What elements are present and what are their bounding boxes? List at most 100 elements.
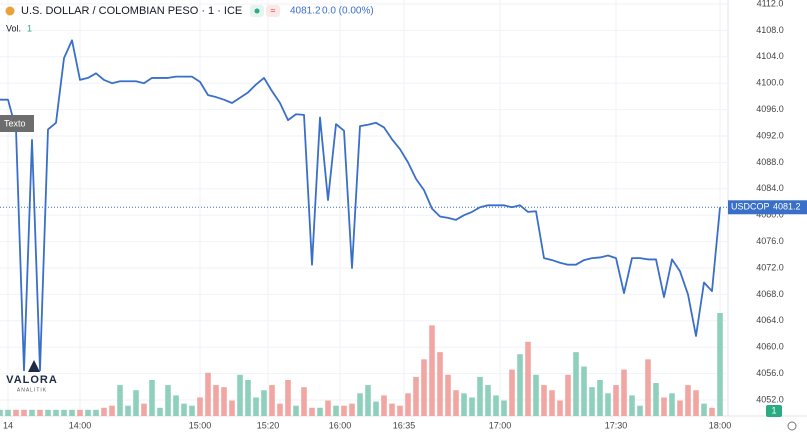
- y-tick-label: 4076.0: [756, 236, 784, 246]
- volume-bar: [37, 409, 43, 416]
- x-tick-label: 14: [3, 420, 13, 430]
- volume-bar: [429, 325, 435, 416]
- price-line: [0, 39, 721, 372]
- volume-bar: [117, 385, 123, 416]
- price-tag-value: 4081.2: [773, 202, 801, 212]
- x-tick-label: 15:00: [189, 420, 212, 430]
- volume-bar: [309, 407, 315, 416]
- volume-bar: [405, 393, 411, 416]
- volume-bar: [293, 405, 299, 416]
- legend-price: 4081.2: [290, 6, 321, 17]
- volume-bar: [357, 393, 363, 416]
- volume-bar: [21, 409, 27, 416]
- volume-bar: [317, 407, 323, 416]
- volume-bar: [557, 400, 563, 416]
- volume-bar: [453, 390, 459, 416]
- volume-bar: [717, 313, 723, 416]
- volume-bar: [165, 385, 171, 416]
- status-icon: ≈: [271, 5, 276, 15]
- volume-bar: [701, 403, 707, 416]
- volume-bar: [397, 405, 403, 416]
- volume-bar: [597, 379, 603, 416]
- annotation-box: [0, 115, 34, 132]
- y-tick-label: 4068.0: [756, 289, 784, 299]
- volume-bar: [509, 369, 515, 416]
- logo-mark: [28, 360, 40, 372]
- volume-bar: [605, 393, 611, 416]
- volume-legend-value: 1: [27, 23, 32, 33]
- volume-bar: [533, 374, 539, 416]
- volume-bar: [69, 409, 75, 416]
- price-tag-symbol: USDCOP: [731, 202, 770, 212]
- y-tick-label: 4112.0: [757, 0, 784, 8]
- y-tick-label: 4092.0: [756, 130, 784, 140]
- volume-bar: [381, 395, 387, 416]
- volume-bar: [445, 374, 451, 416]
- volume-bar: [133, 390, 139, 416]
- annotation: Texto: [4, 118, 26, 128]
- volume-bar: [477, 376, 483, 416]
- y-tick-label: 4072.0: [756, 262, 784, 272]
- y-tick-label: 4064.0: [756, 315, 784, 325]
- plot: [0, 39, 728, 372]
- volume-bar: [389, 403, 395, 416]
- volume-bar: [365, 385, 371, 416]
- volume-bar: [341, 405, 347, 416]
- x-tick-label: 16:00: [329, 420, 352, 430]
- volume-bar: [157, 407, 163, 416]
- flag-icon: [5, 6, 15, 16]
- volume-bar: [221, 387, 227, 416]
- y-tick-label: 4080.0: [756, 210, 784, 220]
- volume-bar: [677, 400, 683, 416]
- volume-bar: [549, 390, 555, 416]
- volume-bar: [189, 405, 195, 416]
- volume-bar: [653, 383, 659, 416]
- volume-bar: [525, 341, 531, 416]
- volume-bar: [85, 409, 91, 416]
- volume-bar: [349, 403, 355, 416]
- y-tick-label: 4056.0: [756, 368, 784, 378]
- volume-bar: [245, 379, 251, 416]
- volume-bar: [421, 359, 427, 416]
- x-tick-label: 14:00: [69, 420, 92, 430]
- settings-icon[interactable]: [787, 421, 797, 431]
- volume-bar: [93, 409, 99, 416]
- volume-bar: [645, 359, 651, 416]
- volume-bar: [141, 403, 147, 416]
- volume-bar: [629, 395, 635, 416]
- price-tag: [728, 200, 807, 215]
- volume-bar: [125, 405, 131, 416]
- volume-tag: [766, 405, 782, 417]
- y-tick-label: 4100.0: [756, 78, 784, 88]
- volume-bar: [45, 409, 51, 416]
- volume-bar: [501, 400, 507, 416]
- volume-bar: [269, 385, 275, 416]
- volume-bar: [669, 393, 675, 416]
- volume-bar: [333, 405, 339, 416]
- volume-bar: [5, 409, 11, 416]
- volume-bar: [709, 407, 715, 416]
- status-badge: [266, 5, 280, 17]
- y-tick-label: 4096.0: [756, 104, 784, 114]
- volume-bar: [573, 352, 579, 416]
- logo-sub: ANALITIK: [17, 387, 47, 393]
- logo: VALORA: [6, 374, 58, 386]
- volume-bar: [517, 354, 523, 416]
- x-tick-label: 15:20: [257, 420, 280, 430]
- volume-bar: [173, 395, 179, 416]
- x-tick-label: 16:35: [393, 420, 416, 430]
- volume-bar: [253, 397, 259, 416]
- volume-bar: [589, 387, 595, 416]
- volume-bar: [301, 387, 307, 416]
- volume-bar: [661, 397, 667, 416]
- volume-bar: [197, 397, 203, 416]
- y-tick-label: 4088.0: [756, 157, 784, 167]
- volume-bar: [461, 393, 467, 416]
- volume-bar: [205, 372, 211, 416]
- volume-bar: [485, 385, 491, 416]
- volume-bar: [493, 395, 499, 416]
- volume-tag-value: 1: [771, 405, 776, 415]
- volume-bar: [685, 385, 691, 416]
- volume-bar: [13, 409, 19, 416]
